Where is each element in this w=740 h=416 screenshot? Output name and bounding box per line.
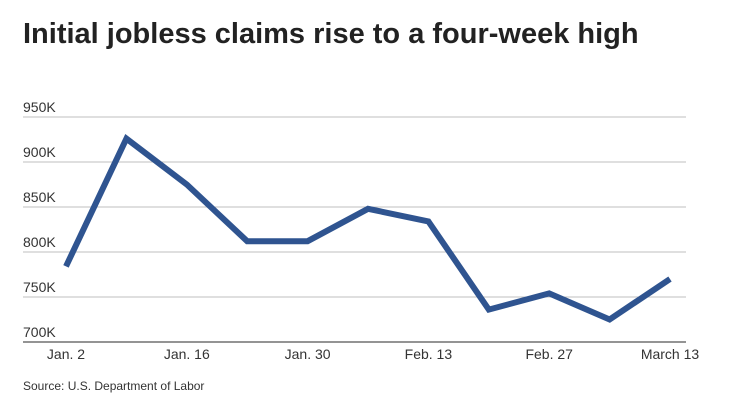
series-line <box>63 133 672 323</box>
y-tick-label: 750K <box>23 279 56 295</box>
x-tick-label: Jan. 16 <box>164 346 210 362</box>
source-note: Source: U.S. Department of Labor <box>23 379 205 393</box>
x-tick-label: Jan. 2 <box>47 346 85 362</box>
y-tick-label: 950K <box>23 99 56 115</box>
x-axis-tick-labels: Jan. 2 Jan. 16 Jan. 30 Feb. 13 Feb. 27 March … <box>47 346 699 362</box>
y-tick-label: 800K <box>23 234 56 250</box>
y-tick-label: 700K <box>23 324 56 340</box>
chart-title: Initial jobless claims rise to a four-we… <box>23 18 639 50</box>
y-tick-label: 850K <box>23 189 56 205</box>
x-tick-label: Feb. 27 <box>525 346 573 362</box>
x-tick-label: Feb. 13 <box>405 346 453 362</box>
gridlines <box>23 116 686 343</box>
y-tick-label: 900K <box>23 144 56 160</box>
x-tick-label: March 13 <box>641 346 700 362</box>
series-group <box>63 133 672 323</box>
x-tick-label: Jan. 30 <box>285 346 331 362</box>
y-axis-tick-labels: 950K 900K 850K 800K 750K 700K <box>23 99 56 340</box>
